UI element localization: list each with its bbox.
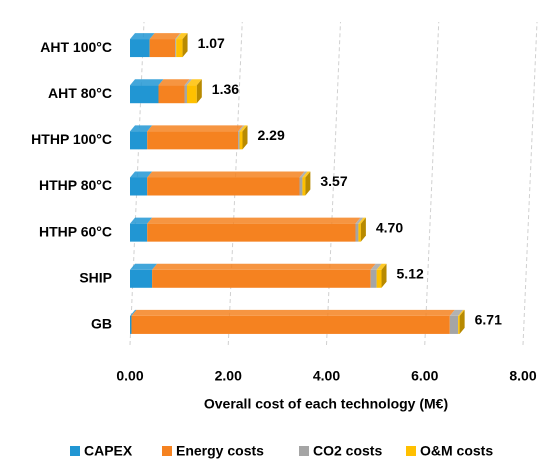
legend-label: O&M costs — [420, 443, 493, 459]
bar-top — [176, 33, 188, 40]
bar-top — [130, 125, 153, 132]
bar — [449, 315, 459, 334]
bar — [147, 177, 300, 196]
bar — [299, 177, 303, 196]
y-tick-label: HTHP 80°C — [39, 177, 112, 193]
bar — [239, 131, 243, 150]
bar — [147, 223, 356, 242]
x-tick-label: 4.00 — [313, 368, 340, 384]
bar — [147, 131, 239, 150]
bar-side — [196, 79, 202, 104]
bar — [238, 131, 240, 150]
bar-top — [130, 79, 164, 86]
legend-label: CO2 costs — [313, 443, 382, 459]
grid-line — [424, 21, 440, 346]
bar-top — [458, 309, 465, 316]
bar-top — [149, 33, 181, 40]
bar-top — [147, 125, 244, 132]
total-label: 5.12 — [397, 265, 424, 281]
bar — [149, 39, 176, 58]
bar — [130, 39, 150, 58]
total-label: 6.71 — [475, 312, 502, 328]
bar — [370, 269, 377, 288]
bar-top — [175, 33, 182, 40]
bar — [175, 39, 177, 58]
legend-swatch — [299, 446, 309, 456]
bar-top — [299, 171, 308, 178]
bar-side — [305, 171, 311, 196]
legend-swatch — [162, 446, 172, 456]
bar-top — [147, 171, 305, 178]
bar-top — [130, 263, 158, 270]
y-tick-label: GB — [91, 316, 112, 332]
bar — [130, 223, 148, 242]
bar-top — [376, 263, 387, 270]
bar-top — [355, 217, 364, 224]
bar-top — [131, 309, 455, 316]
bar — [376, 269, 382, 288]
y-tick-label: HTHP 60°C — [39, 223, 112, 239]
total-label: 3.57 — [320, 173, 347, 189]
legend-swatch — [70, 446, 80, 456]
bar — [130, 85, 159, 104]
bar-top — [130, 217, 153, 224]
bar-top — [186, 79, 202, 86]
bar — [130, 315, 132, 334]
bar — [358, 223, 361, 242]
bar-top — [239, 125, 248, 132]
bar — [131, 315, 450, 334]
bar-top — [152, 263, 376, 270]
y-tick-label: AHT 100°C — [40, 39, 112, 55]
x-tick-label: 0.00 — [116, 368, 143, 384]
legend-label: Energy costs — [176, 443, 264, 459]
bar-top — [158, 79, 190, 86]
bar-top — [130, 171, 153, 178]
bar-top — [238, 125, 245, 132]
bar-top — [147, 217, 361, 224]
x-tick-label: 2.00 — [215, 368, 242, 384]
bar-top — [184, 79, 192, 86]
legend-label: CAPEX — [84, 443, 133, 459]
x-axis-title: Overall cost of each technology (M€) — [204, 396, 448, 412]
bar — [152, 269, 371, 288]
bar-side — [360, 217, 366, 242]
y-tick-label: SHIP — [79, 269, 112, 285]
bar — [355, 223, 359, 242]
total-label: 4.70 — [376, 219, 403, 235]
bar — [130, 269, 153, 288]
bar-top — [302, 171, 311, 178]
bar-top — [130, 33, 155, 40]
bar-top — [370, 263, 382, 270]
grid-line — [326, 21, 341, 346]
bar — [458, 315, 460, 334]
bar — [158, 85, 185, 104]
bar-side — [182, 33, 188, 58]
x-tick-label: 6.00 — [411, 368, 438, 384]
x-tick-label: 8.00 — [509, 368, 536, 384]
bar — [130, 177, 148, 196]
bar — [130, 131, 148, 150]
y-tick-label: HTHP 100°C — [31, 131, 112, 147]
grid-line — [522, 21, 538, 346]
bar — [302, 177, 306, 196]
bar-side — [381, 263, 387, 288]
total-label: 2.29 — [257, 127, 284, 143]
total-label: 1.36 — [212, 81, 239, 97]
bar — [186, 85, 197, 104]
bar — [184, 85, 187, 104]
legend-swatch — [406, 446, 416, 456]
bar-top — [358, 217, 366, 224]
bar-top — [449, 309, 464, 316]
y-tick-label: AHT 80°C — [48, 85, 112, 101]
bar — [176, 39, 183, 58]
bar-side — [242, 125, 248, 150]
total-label: 1.07 — [198, 35, 225, 51]
bar-top — [130, 309, 137, 316]
bar-side — [459, 309, 465, 334]
